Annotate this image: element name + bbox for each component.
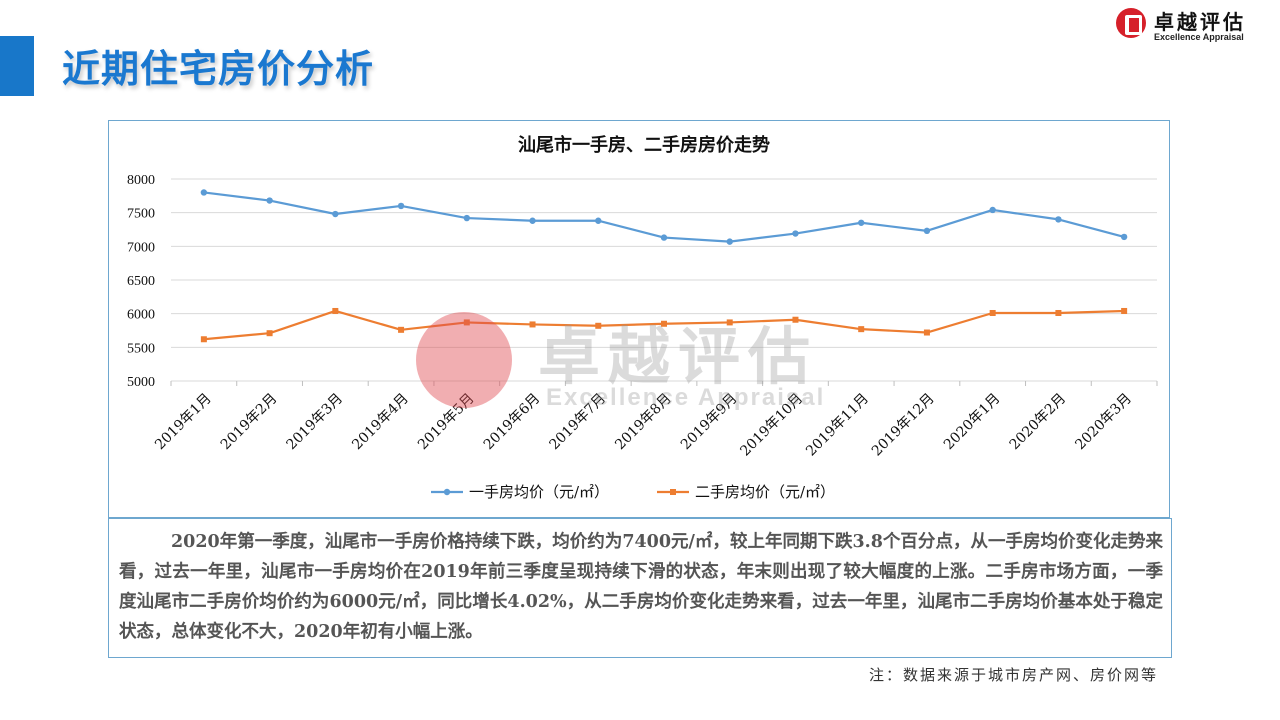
series-1-point: [1055, 216, 1062, 223]
series-2-point: [1055, 309, 1062, 316]
y-tick-label: 8000: [127, 173, 155, 188]
summary-text: 2020年第一季度，汕尾市一手房价格持续下跌，均价约为7400元/㎡，较上年同期…: [119, 532, 1163, 642]
series-2-point: [923, 329, 930, 336]
series-2-point: [529, 321, 536, 328]
series-2-point: [792, 316, 799, 323]
legend-label-1: 一手房均价（元/㎡）: [469, 483, 609, 501]
y-tick-label: 7000: [127, 240, 155, 255]
x-tick-label: 2020年2月: [1007, 391, 1070, 454]
series-1-point: [660, 234, 668, 241]
x-tick-label: 2019年11月: [803, 391, 872, 460]
x-tick-label: 2019年12月: [869, 391, 938, 460]
legend-marker-2: [670, 489, 676, 495]
series-1-point: [726, 238, 733, 245]
chart-title: 汕尾市一手房、二手房房价走势: [518, 134, 770, 156]
series-1-point: [200, 189, 208, 196]
series-2-point: [398, 326, 405, 333]
y-tick-label: 5500: [127, 341, 155, 356]
series-2-point: [989, 309, 996, 316]
source-note: 注：数据来源于城市房产网、房价网等: [868, 666, 1158, 684]
series-1-point: [266, 197, 273, 204]
legend-label-2: 二手房均价（元/㎡）: [695, 483, 835, 501]
series-2-point: [858, 326, 865, 333]
title-accent-bar: [0, 36, 34, 96]
y-tick-label: 6500: [127, 274, 155, 289]
price-trend-chart: 汕尾市一手房、二手房房价走势 5000 5500 6000 6500 7000 7500 80…: [108, 120, 1170, 518]
series-1-point: [463, 214, 470, 222]
series-2-point: [661, 320, 667, 327]
x-tick-label: 2019年6月: [481, 391, 544, 454]
page-title: 近期住宅房价分析: [62, 47, 375, 91]
series-1-point: [397, 202, 405, 210]
series-2-point: [595, 322, 602, 329]
x-tick-label: 2020年3月: [1072, 391, 1135, 454]
series-2-point: [200, 336, 207, 343]
series-2-point: [266, 330, 273, 337]
brand-name-en: Excellence Appraisal: [1154, 32, 1244, 42]
x-tick-label: 2019年1月: [152, 391, 215, 454]
brand-logo: 卓越评估 Excellence Appraisal: [1116, 6, 1266, 46]
brand-name-cn: 卓越评估: [1154, 10, 1246, 34]
x-tick-label: 2019年10月: [737, 391, 806, 460]
x-tick-label: 2019年9月: [678, 391, 741, 454]
x-tick-label: 2020年1月: [941, 391, 1004, 454]
chart-svg: 汕尾市一手房、二手房房价走势 5000 5500 6000 6500 7000 7500 80…: [127, 134, 1158, 501]
series-1-point: [332, 210, 339, 218]
series-2-point: [332, 307, 339, 314]
series-1-point: [858, 219, 865, 226]
summary-box: 2020年第一季度，汕尾市一手房价格持续下跌，均价约为7400元/㎡，较上年同期…: [108, 518, 1172, 658]
x-tick-label: 2019年8月: [612, 391, 675, 454]
brand-logo-icon: [1116, 8, 1146, 38]
series-1-point: [792, 230, 799, 237]
series-1-point: [1120, 233, 1128, 241]
x-tick-label: 2019年3月: [284, 391, 347, 454]
x-tick-label: 2019年2月: [218, 391, 281, 454]
y-tick-label: 6000: [127, 308, 155, 323]
series-2-point: [1121, 307, 1128, 314]
series-2-point: [463, 319, 470, 326]
series-1-point: [595, 217, 602, 224]
series-1-point: [989, 206, 996, 214]
y-tick-label: 5000: [127, 375, 155, 390]
series-line-1: [203, 191, 1125, 243]
y-tick-label: 7500: [127, 207, 155, 222]
x-tick-label: 2019年5月: [415, 391, 478, 454]
series-2-point: [726, 319, 733, 326]
x-tick-label: 2019年4月: [349, 391, 412, 454]
series-1-point: [923, 227, 931, 235]
x-tick-label: 2019年7月: [546, 391, 609, 454]
legend-marker-1: [443, 488, 451, 496]
series-1-point: [529, 217, 536, 224]
